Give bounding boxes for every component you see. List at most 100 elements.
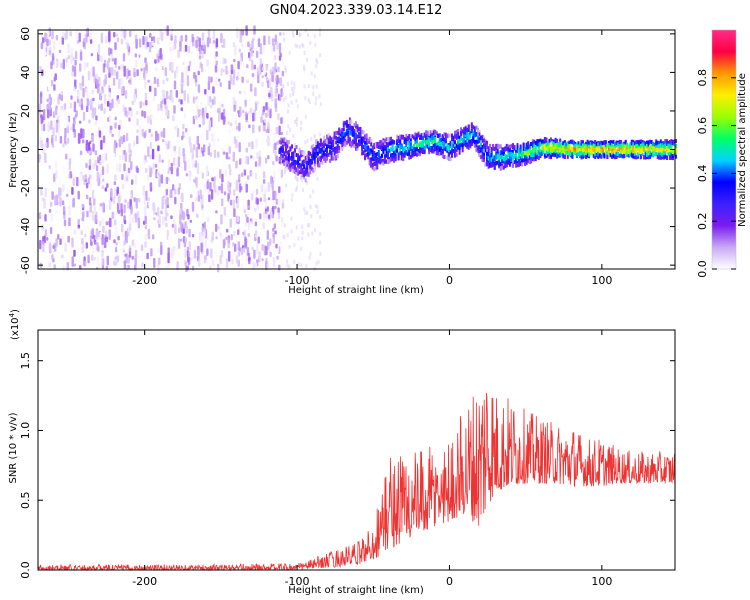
spectrogram-trace-cell (469, 134, 472, 139)
spectrogram-trace-cell (289, 156, 292, 161)
spectrogram-noise-cell (303, 51, 306, 55)
spectrogram-noise-cell (282, 199, 285, 204)
spectrogram-trace-cell (515, 152, 517, 157)
spectrogram-noise-cell (84, 233, 87, 238)
spectrogram-trace-cell (556, 138, 559, 143)
spectrogram-trace-cell (461, 145, 464, 150)
spectrogram-trace-cell (582, 148, 584, 153)
spectrogram-noise-cell (225, 228, 229, 233)
spectrogram-noise-cell (218, 186, 221, 191)
spectrogram-noise-cell (167, 252, 170, 264)
spectrogram-noise-cell (208, 194, 211, 203)
spectrogram-noise-cell (124, 90, 128, 99)
spectrogram-trace-cell (359, 139, 362, 144)
spectrogram-trace-cell (412, 152, 415, 157)
spectrogram-trace-cell (403, 149, 406, 154)
spectrogram-noise-cell (224, 58, 227, 64)
spectrogram-noise-cell (295, 119, 298, 124)
spectrogram-trace-cell (531, 143, 534, 148)
spectrogram-trace-cell (670, 146, 673, 151)
spectrogram-trace-cell (543, 137, 546, 141)
spectrogram-noise-cell (114, 42, 117, 50)
spectrogram-trace-cell (287, 155, 290, 160)
spectrogram-trace-cell (374, 142, 377, 147)
spectrogram-noise-cell (113, 260, 116, 266)
spectrogram-noise-cell (274, 86, 278, 97)
spectrogram-trace-cell (388, 159, 391, 164)
spectrogram-noise-cell (172, 115, 175, 122)
spectrogram-noise-cell (237, 251, 240, 257)
spectrogram-noise-cell (301, 43, 304, 48)
spectrogram-trace-cell (670, 142, 673, 147)
spectrogram-trace-cell (496, 160, 499, 165)
spectrogram-trace-cell (522, 149, 525, 154)
spectrogram-trace-cell (315, 144, 318, 149)
spectrogram-noise-cell (267, 35, 271, 45)
spectrogram-noise-cell (162, 59, 166, 69)
spectrogram-trace-cell (594, 144, 597, 148)
spectrogram-trace-cell (483, 155, 485, 160)
spectrogram-noise-cell (184, 44, 188, 52)
spectrogram-trace-cell (278, 139, 281, 144)
spectrogram-trace-cell (536, 139, 539, 144)
spectrogram-noise-cell (111, 66, 114, 76)
spectrogram-trace-cell (513, 154, 516, 159)
spectrogram-trace-cell (630, 153, 633, 158)
spectrogram-noise-cell (236, 197, 239, 209)
spectrogram-trace-cell (297, 153, 300, 158)
spectrogram-noise-cell (215, 76, 218, 86)
spectrogram-noise-cell (114, 122, 117, 129)
spectrogram-noise-cell (257, 114, 261, 124)
spectrogram-noise-cell (210, 76, 213, 83)
spectrogram-trace-cell (350, 125, 353, 130)
spectrogram-trace-cell (582, 154, 584, 159)
spectrogram-noise-cell (172, 45, 176, 51)
spectrogram-noise-cell (65, 30, 68, 40)
spectrogram-trace-cell (617, 152, 620, 156)
spectrogram-noise-cell (126, 68, 129, 79)
spectrogram-noise-cell (238, 179, 241, 183)
spectrogram-trace-cell (668, 140, 671, 144)
spectrogram-noise-cell (123, 204, 126, 214)
spectrogram-noise-cell (292, 33, 295, 38)
spectrogram-noise-cell (207, 146, 210, 156)
spectrogram-trace-cell (326, 156, 328, 161)
spectrogram-trace-cell (611, 154, 613, 158)
colorbar-label: Normalized spectral amplitude (737, 73, 748, 227)
spectrogram-noise-cell (206, 248, 209, 256)
spectrogram-trace-cell (672, 154, 674, 159)
spectrogram-trace-cell (286, 162, 289, 167)
spectrogram-noise-cell (87, 142, 91, 151)
spectrogram-trace-cell (440, 146, 443, 151)
spectrogram-trace-cell (348, 137, 351, 142)
spectrogram-trace-cell (425, 142, 428, 147)
spectrogram-noise-cell (128, 245, 132, 252)
spectrogram-noise-cell (181, 192, 184, 203)
spectrogram-trace-cell (301, 160, 304, 165)
spectrogram-noise-cell (272, 232, 275, 238)
spectrogram-noise-cell (272, 190, 275, 201)
spectrogram-noise-cell (113, 31, 116, 38)
spectrogram-trace-cell (423, 132, 426, 137)
spectrogram-trace-cell (368, 136, 371, 141)
spectrogram-noise-cell (160, 244, 163, 255)
spectrogram-trace-cell (414, 133, 417, 138)
spectrogram-trace-cell (548, 144, 551, 149)
colorbar-tick-label: 0.0 (696, 260, 709, 278)
spectrogram-trace-cell (577, 148, 580, 153)
spectrogram-noise-cell (273, 223, 276, 229)
spectrogram-trace-cell (443, 137, 446, 142)
spectrogram-noise-cell (239, 106, 242, 117)
spectrogram-trace-cell (495, 143, 498, 148)
spectrogram-trace-cell (403, 140, 406, 145)
spectrogram-trace-cell (443, 144, 446, 149)
spectrogram-noise-cell (106, 146, 109, 153)
spectrogram-noise-cell (184, 66, 187, 77)
spectrogram-trace-cell (344, 133, 347, 138)
spectrogram-noise-cell (319, 102, 322, 107)
spectrogram-noise-cell (277, 211, 281, 220)
spectrogram-noise-cell (69, 102, 73, 109)
spectrogram-noise-cell (100, 32, 103, 44)
spectrogram-trace-cell (548, 151, 551, 156)
spectrogram-trace-cell (475, 132, 478, 137)
